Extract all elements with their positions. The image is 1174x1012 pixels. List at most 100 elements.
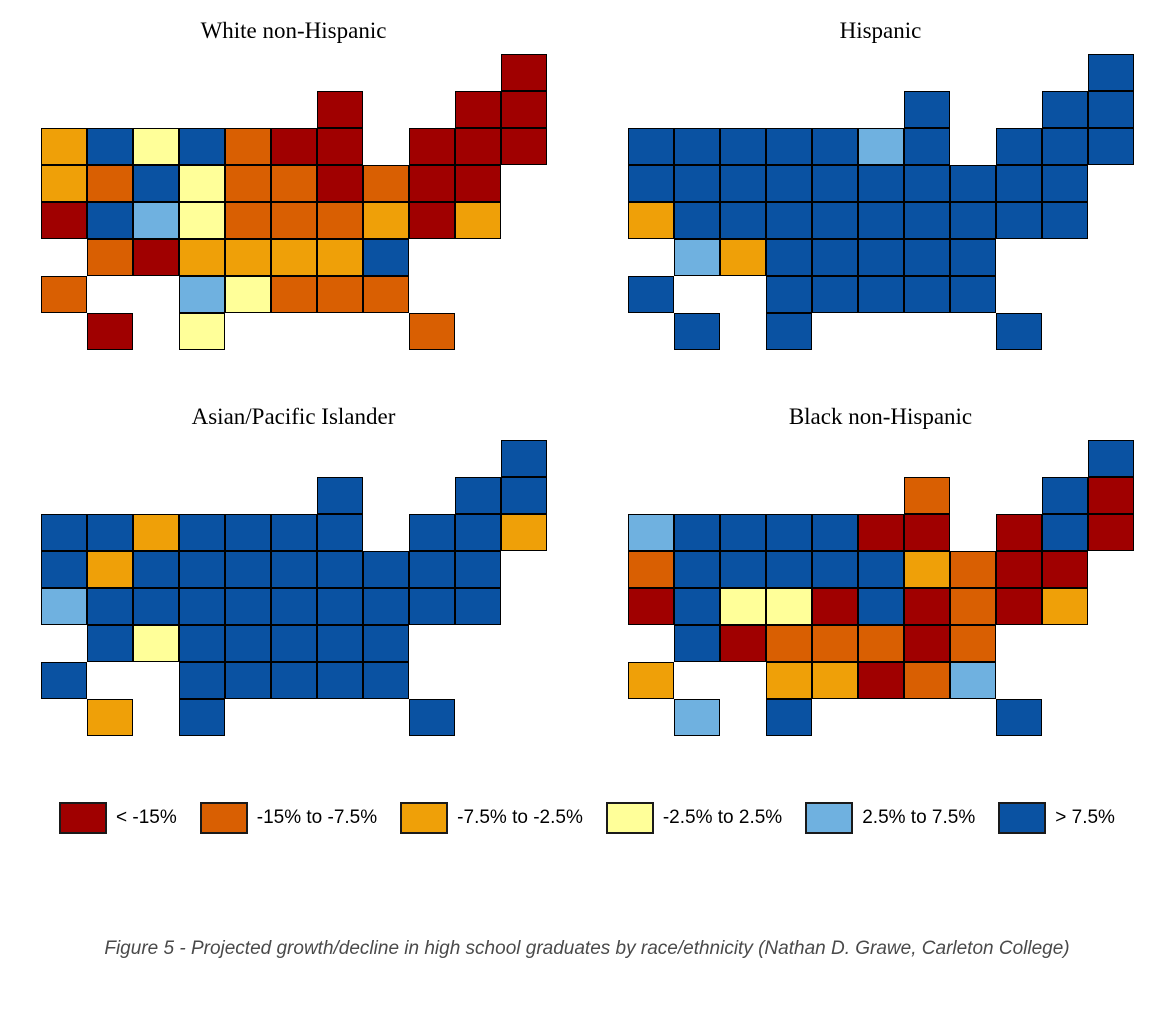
state-ks [178, 625, 225, 662]
state-nv [86, 551, 133, 588]
state-ne [178, 588, 225, 625]
state-ut [86, 588, 133, 625]
state-il [857, 128, 904, 165]
state-vt [1041, 91, 1088, 128]
state-tx [178, 313, 225, 350]
state-va [949, 588, 996, 625]
state-ny [995, 128, 1042, 165]
state-sc [949, 239, 996, 276]
state-nc [316, 625, 363, 662]
legend-swatch-pale-yellow [605, 802, 654, 834]
legend-label: < -15% [116, 807, 177, 828]
state-ok [178, 276, 225, 313]
state-tx [765, 313, 812, 350]
state-mt [132, 128, 179, 165]
state-ar [811, 625, 858, 662]
state-az [673, 239, 720, 276]
state-wi [903, 477, 950, 514]
state-pa [949, 165, 996, 202]
state-tn [857, 625, 904, 662]
legend-item-minus-7-5-to-minus-2-5: -7.5% to -2.5% [400, 802, 583, 834]
state-md [408, 588, 455, 625]
map-panel-hispanic: Hispanic [587, 16, 1174, 402]
state-tn [857, 239, 904, 276]
state-wi [316, 477, 363, 514]
state-me [500, 440, 547, 477]
state-wa [627, 514, 674, 551]
state-mn [811, 128, 858, 165]
map-panel-white-non-hispanic: White non-Hispanic [0, 16, 587, 402]
state-in [270, 551, 317, 588]
state-oh [316, 165, 363, 202]
state-la [811, 276, 858, 313]
state-nd [178, 128, 225, 165]
state-fl [408, 313, 455, 350]
state-nh [1087, 477, 1134, 514]
state-co [132, 588, 179, 625]
state-nc [316, 239, 363, 276]
state-ri [500, 514, 547, 551]
state-id [673, 128, 720, 165]
legend-item-minus-2-5-to-2-5: -2.5% to 2.5% [605, 802, 783, 834]
state-ny [408, 514, 455, 551]
state-ne [765, 588, 812, 625]
state-ak [627, 276, 674, 313]
state-me [500, 54, 547, 91]
state-sd [178, 551, 225, 588]
state-nh [1087, 91, 1134, 128]
state-oh [903, 165, 950, 202]
legend-swatch-light-blue [805, 802, 854, 834]
state-nm [132, 625, 179, 662]
state-nj [408, 165, 455, 202]
state-ok [178, 662, 225, 699]
state-ky [270, 202, 317, 239]
state-tn [270, 625, 317, 662]
state-ct [1041, 165, 1088, 202]
state-al [903, 276, 950, 313]
state-ca [40, 202, 87, 239]
state-nj [995, 165, 1042, 202]
legend-swatch-amber [400, 802, 449, 834]
state-de [1041, 588, 1088, 625]
state-mo [224, 588, 271, 625]
state-ky [857, 202, 904, 239]
legend-swatch-dark-red [59, 802, 107, 834]
state-tn [270, 239, 317, 276]
state-ms [270, 276, 317, 313]
state-nh [500, 477, 547, 514]
state-mo [224, 202, 271, 239]
state-ks [178, 239, 225, 276]
legend-label: 2.5% to 7.5% [862, 807, 976, 828]
state-ar [811, 239, 858, 276]
state-ca [40, 588, 87, 625]
state-ms [270, 662, 317, 699]
state-ok [765, 662, 812, 699]
state-ne [178, 202, 225, 239]
state-in [270, 165, 317, 202]
state-id [86, 128, 133, 165]
state-wy [132, 165, 179, 202]
state-vt [454, 477, 501, 514]
legend-item-lt-minus-15: < -15% [59, 802, 177, 834]
state-ak [40, 662, 87, 699]
state-ct [454, 551, 501, 588]
state-id [86, 514, 133, 551]
state-de [1041, 202, 1088, 239]
state-wa [627, 128, 674, 165]
state-la [224, 662, 271, 699]
state-ak [627, 662, 674, 699]
state-az [673, 625, 720, 662]
state-nj [995, 551, 1042, 588]
state-pa [362, 165, 409, 202]
state-ct [1041, 551, 1088, 588]
state-wi [903, 91, 950, 128]
legend-label: -2.5% to 2.5% [662, 807, 783, 828]
state-ne [765, 202, 812, 239]
state-ok [765, 276, 812, 313]
state-ga [362, 662, 409, 699]
state-nh [500, 91, 547, 128]
state-mn [224, 514, 271, 551]
state-mo [811, 202, 858, 239]
state-ga [949, 276, 996, 313]
state-ia [811, 165, 858, 202]
